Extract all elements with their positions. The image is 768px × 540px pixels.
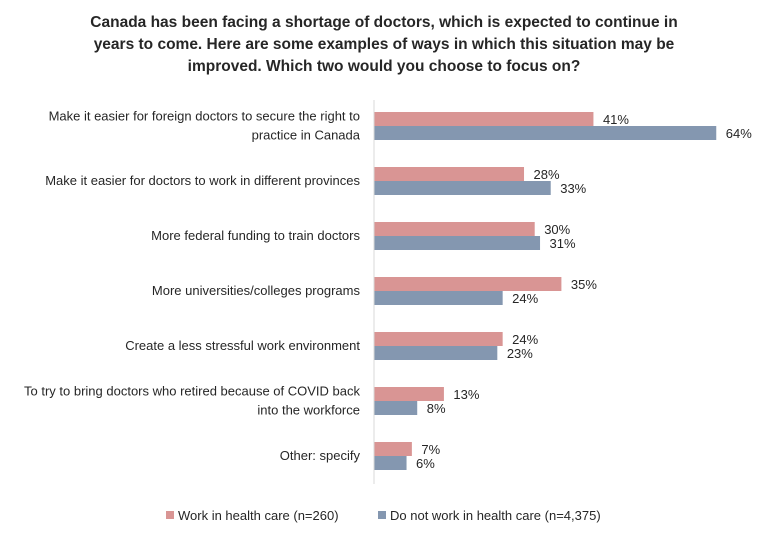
bar: [374, 167, 525, 181]
category-label: More universities/colleges programs: [152, 283, 361, 298]
title-line: improved. Which two would you choose to …: [188, 58, 581, 75]
data-label: 31%: [550, 236, 576, 251]
chart-title: Canada has been facing a shortage of doc…: [90, 14, 677, 75]
data-label: 13%: [453, 387, 479, 402]
category-label: More federal funding to train doctors: [151, 228, 360, 243]
title-line: years to come. Here are some examples of…: [94, 36, 675, 53]
bar: [374, 346, 498, 360]
legend: Work in health care (n=260) Do not work i…: [166, 508, 601, 523]
title-line: Canada has been facing a shortage of doc…: [90, 14, 677, 31]
category-label: Make it easier for foreign doctors to se…: [49, 109, 360, 124]
legend-swatch: [166, 511, 174, 519]
category-label: Other: specify: [280, 448, 361, 463]
data-label: 6%: [416, 456, 435, 471]
bar: [374, 291, 503, 305]
data-label: 24%: [512, 291, 538, 306]
data-label: 33%: [560, 181, 586, 196]
data-label: 24%: [512, 332, 538, 347]
data-label: 23%: [507, 346, 533, 361]
bar: [374, 442, 412, 456]
category-label: To try to bring doctors who retired beca…: [24, 384, 360, 399]
data-label: 28%: [534, 167, 560, 182]
data-label: 35%: [571, 277, 597, 292]
legend-swatch: [378, 511, 386, 519]
bar: [374, 222, 535, 236]
data-label: 41%: [603, 112, 629, 127]
category-label: into the workforce: [257, 403, 360, 418]
bar: [374, 236, 541, 250]
data-label: 64%: [726, 126, 752, 141]
bar: [374, 126, 717, 140]
bar: [374, 387, 444, 401]
category-label: practice in Canada: [252, 128, 361, 143]
legend-label: Do not work in health care (n=4,375): [390, 508, 601, 523]
bar: [374, 112, 594, 126]
category-label: Create a less stressful work environment: [125, 338, 360, 353]
data-label: 8%: [427, 401, 446, 416]
bar: [374, 181, 551, 195]
bar: [374, 401, 418, 415]
bar: [374, 332, 503, 346]
bar: [374, 277, 562, 291]
data-label: 30%: [544, 222, 570, 237]
legend-label: Work in health care (n=260): [178, 508, 339, 523]
category-label: Make it easier for doctors to work in di…: [45, 173, 360, 188]
bar: [374, 456, 407, 470]
data-label: 7%: [421, 442, 440, 457]
